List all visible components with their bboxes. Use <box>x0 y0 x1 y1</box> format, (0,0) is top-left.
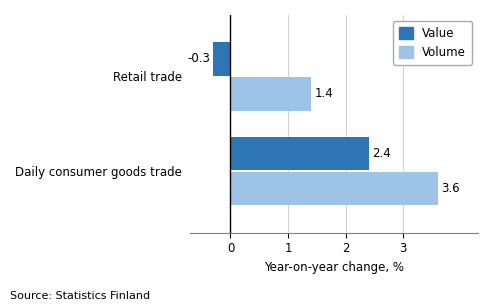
Bar <box>231 172 438 205</box>
Bar <box>231 78 311 111</box>
Bar <box>231 137 369 170</box>
Bar <box>213 43 231 75</box>
Text: -0.3: -0.3 <box>187 53 210 65</box>
X-axis label: Year-on-year change, %: Year-on-year change, % <box>264 261 404 274</box>
Text: 3.6: 3.6 <box>441 182 460 195</box>
Text: 1.4: 1.4 <box>315 88 333 100</box>
Legend: Value, Volume: Value, Volume <box>393 21 472 65</box>
Text: Source: Statistics Finland: Source: Statistics Finland <box>10 291 150 301</box>
Text: 2.4: 2.4 <box>372 147 391 160</box>
